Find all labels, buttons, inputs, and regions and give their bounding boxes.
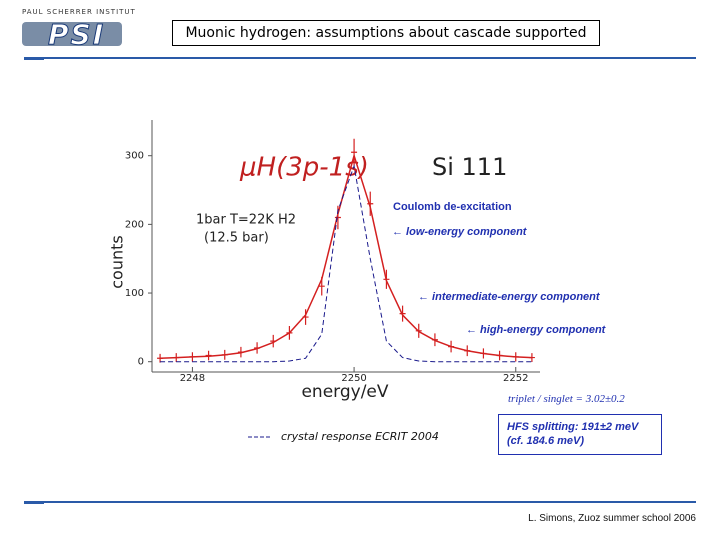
logo-bar: [22, 22, 122, 46]
bottom-rule-accent: [24, 501, 44, 504]
annotation: ← high-energy component: [466, 324, 606, 336]
y-tick-label: 200: [125, 219, 144, 230]
fit-curve: [160, 153, 532, 360]
response-curve: [160, 164, 532, 363]
y-tick-label: 300: [125, 151, 144, 162]
legend-label: crystal response ECRIT 2004: [281, 430, 439, 443]
y-tick-label: 100: [125, 288, 144, 299]
crystal-label: Si 111: [432, 153, 507, 181]
x-tick-label: 2250: [341, 373, 366, 384]
slide-title: Muonic hydrogen: assumptions about casca…: [172, 20, 600, 46]
plot-title: μH(3p-1s): [239, 153, 369, 183]
hfs-line: HFS splitting: 191±2 meV: [507, 421, 639, 433]
y-tick-label: 0: [138, 357, 144, 368]
x-axis-label: energy/eV: [301, 382, 388, 402]
condition-label: 1bar T=22K H2: [196, 213, 296, 228]
hfs-box: HFS splitting: 191±2 meV (cf. 184.6 meV): [498, 414, 662, 455]
annotation: Coulomb de-excitation: [393, 201, 512, 213]
annotation: ← intermediate-energy component: [418, 291, 600, 303]
footer: L. Simons, Zuoz summer school 2006: [528, 513, 696, 524]
data-point: [351, 138, 358, 166]
bottom-rule: [40, 501, 696, 503]
institute-name: PAUL SCHERRER INSTITUT: [22, 8, 136, 16]
data-point: [367, 191, 374, 216]
plot-area: [152, 120, 540, 372]
annotation: ← low-energy component: [392, 226, 527, 238]
top-rule-accent: [24, 57, 44, 60]
y-axis-label: counts: [108, 235, 127, 288]
top-rule: [40, 57, 696, 59]
logo: PSI: [47, 18, 106, 52]
x-tick-label: 2248: [180, 373, 205, 384]
x-tick-label: 2252: [503, 373, 528, 384]
hfs-line: (cf. 184.6 meV): [507, 435, 585, 447]
ratio-note: triplet / singlet = 3.02±0.2: [508, 393, 625, 405]
condition-label: (12.5 bar): [204, 231, 269, 246]
